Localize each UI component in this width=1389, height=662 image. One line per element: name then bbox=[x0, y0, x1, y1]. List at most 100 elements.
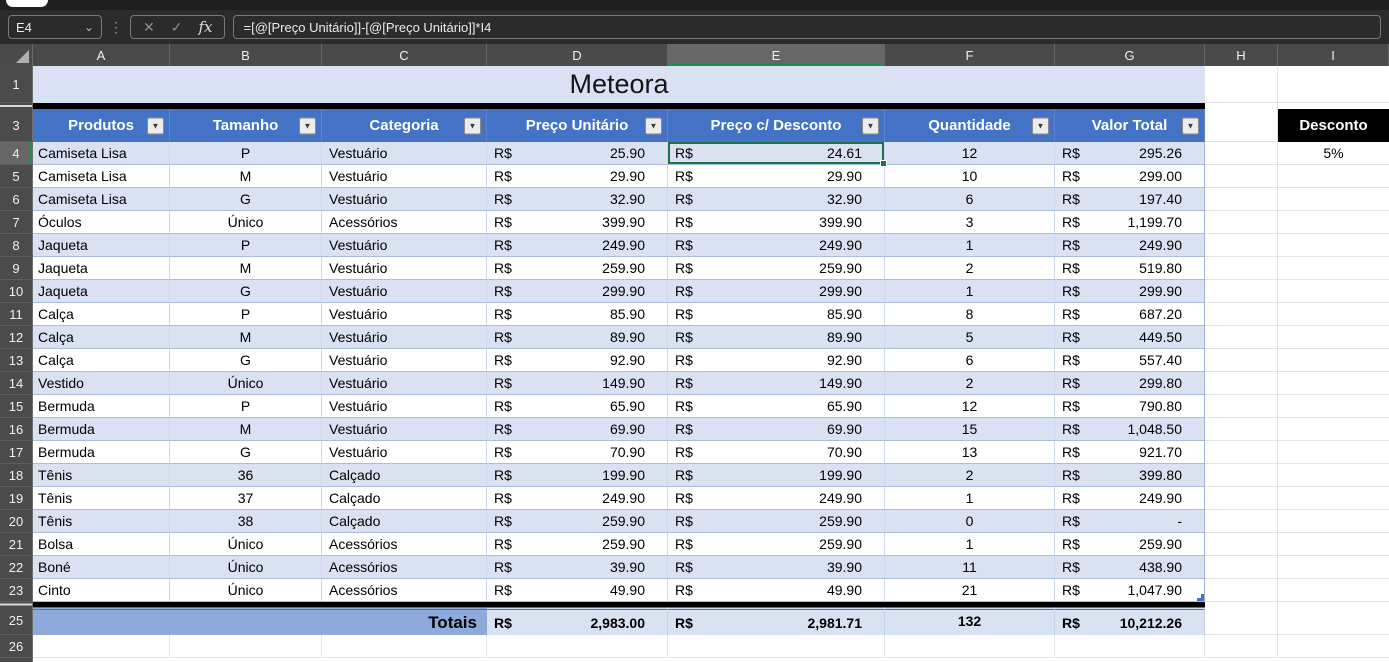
row-header[interactable]: 21 bbox=[0, 533, 33, 556]
cell-valor-total[interactable]: R$ 557.40 bbox=[1055, 349, 1205, 372]
empty-cell-D[interactable] bbox=[487, 635, 668, 658]
cell-col-h[interactable] bbox=[1205, 487, 1278, 510]
cell-col-i[interactable] bbox=[1278, 556, 1389, 579]
table-header-cell[interactable]: Categoria▼ bbox=[322, 109, 487, 142]
filter-button[interactable]: ▼ bbox=[645, 117, 662, 134]
cell-categoria[interactable]: Acessórios bbox=[322, 211, 487, 234]
cell-tamanho[interactable]: M bbox=[170, 257, 322, 280]
column-header-F[interactable]: F bbox=[885, 44, 1055, 66]
cell-produto[interactable]: Bermuda bbox=[33, 418, 170, 441]
cell-preco-desconto[interactable]: R$ 299.90 bbox=[668, 280, 885, 303]
cell-produto[interactable]: Calça bbox=[33, 326, 170, 349]
cell-tamanho[interactable]: P bbox=[170, 234, 322, 257]
row-header[interactable]: 15 bbox=[0, 395, 33, 418]
cell-quantidade[interactable]: 2 bbox=[885, 372, 1055, 395]
table-header-cell[interactable]: Valor Total▼ bbox=[1055, 109, 1205, 142]
cell-tamanho[interactable]: P bbox=[170, 142, 322, 165]
cell-quantidade[interactable]: 1 bbox=[885, 280, 1055, 303]
filter-button[interactable]: ▼ bbox=[1032, 117, 1049, 134]
cell-valor-total[interactable]: R$ 197.40 bbox=[1055, 188, 1205, 211]
cell-valor-total[interactable]: R$ 399.80 bbox=[1055, 464, 1205, 487]
cell-col-i[interactable] bbox=[1278, 441, 1389, 464]
cell-preco-desconto[interactable]: R$ 29.90 bbox=[668, 165, 885, 188]
row-header[interactable]: 10 bbox=[0, 280, 33, 303]
row-header-3[interactable]: 3 bbox=[0, 109, 33, 142]
table-header-cell[interactable]: Tamanho▼ bbox=[170, 109, 322, 142]
formula-input[interactable]: =[@[Preço Unitário]]-[@[Preço Unitário]]… bbox=[233, 15, 1381, 39]
cell-tamanho[interactable]: Único bbox=[170, 556, 322, 579]
cell-produto[interactable]: Cinto bbox=[33, 579, 170, 602]
cell-preco-desconto[interactable]: R$ 259.90 bbox=[668, 533, 885, 556]
cell-valor-total[interactable]: R$ 438.90 bbox=[1055, 556, 1205, 579]
cell-preco-unitario[interactable]: R$ 259.90 bbox=[487, 257, 668, 280]
cell-categoria[interactable]: Vestuário bbox=[322, 441, 487, 464]
cell-col-i[interactable] bbox=[1278, 418, 1389, 441]
cell-valor-total[interactable]: R$ - bbox=[1055, 510, 1205, 533]
cell-valor-total[interactable]: R$ 687.20 bbox=[1055, 303, 1205, 326]
cell-col-h[interactable] bbox=[1205, 533, 1278, 556]
empty-cell-F[interactable] bbox=[885, 635, 1055, 658]
cell-col-i[interactable] bbox=[1278, 349, 1389, 372]
cell-produto[interactable]: Bolsa bbox=[33, 533, 170, 556]
cell-valor-total[interactable]: R$ 1,048.50 bbox=[1055, 418, 1205, 441]
cell-I1[interactable] bbox=[1278, 66, 1389, 103]
cell-tamanho[interactable]: Único bbox=[170, 579, 322, 602]
cell-tamanho[interactable]: Único bbox=[170, 533, 322, 556]
cell-categoria[interactable]: Calçado bbox=[322, 487, 487, 510]
cell-preco-unitario[interactable]: R$ 39.90 bbox=[487, 556, 668, 579]
cell-col-h[interactable] bbox=[1205, 510, 1278, 533]
column-header-D[interactable]: D bbox=[487, 44, 668, 66]
cell-quantidade[interactable]: 1 bbox=[885, 234, 1055, 257]
cell-col-h[interactable] bbox=[1205, 280, 1278, 303]
cell-produto[interactable]: Boné bbox=[33, 556, 170, 579]
cell-quantidade[interactable]: 0 bbox=[885, 510, 1055, 533]
column-header-C[interactable]: C bbox=[322, 44, 487, 66]
totals-quantidade-cell[interactable]: 132 bbox=[885, 607, 1055, 635]
cell-tamanho[interactable]: G bbox=[170, 441, 322, 464]
cell-produto[interactable]: Tênis bbox=[33, 510, 170, 533]
fill-handle[interactable] bbox=[880, 160, 887, 167]
cell-col-h[interactable] bbox=[1205, 395, 1278, 418]
cell-categoria[interactable]: Vestuário bbox=[322, 349, 487, 372]
cell-tamanho[interactable]: G bbox=[170, 349, 322, 372]
table-header-cell[interactable]: Produtos▼ bbox=[33, 109, 170, 142]
insert-function-icon[interactable]: fx bbox=[198, 18, 212, 36]
cell-col-i[interactable] bbox=[1278, 510, 1389, 533]
cell-quantidade[interactable]: 8 bbox=[885, 303, 1055, 326]
cell-quantidade[interactable]: 12 bbox=[885, 142, 1055, 165]
cell-preco-unitario[interactable]: R$ 92.90 bbox=[487, 349, 668, 372]
cell-categoria[interactable]: Calçado bbox=[322, 510, 487, 533]
cell-preco-desconto[interactable]: R$ 199.90 bbox=[668, 464, 885, 487]
cell-preco-unitario[interactable]: R$ 85.90 bbox=[487, 303, 668, 326]
table-header-cell[interactable]: Quantidade▼ bbox=[885, 109, 1055, 142]
filter-button[interactable]: ▼ bbox=[147, 117, 164, 134]
row-header[interactable]: 7 bbox=[0, 211, 33, 234]
cell-preco-unitario[interactable]: R$ 29.90 bbox=[487, 165, 668, 188]
cell-preco-desconto[interactable]: R$ 39.90 bbox=[668, 556, 885, 579]
row-header[interactable]: 6 bbox=[0, 188, 33, 211]
cell-produto[interactable]: Jaqueta bbox=[33, 257, 170, 280]
cell-col-h[interactable] bbox=[1205, 211, 1278, 234]
cell-preco-desconto[interactable]: R$ 259.90 bbox=[668, 257, 885, 280]
row-header[interactable]: 8 bbox=[0, 234, 33, 257]
cell-col-i[interactable] bbox=[1278, 326, 1389, 349]
cell-preco-desconto[interactable]: R$ 249.90 bbox=[668, 487, 885, 510]
cell-categoria[interactable]: Vestuário bbox=[322, 418, 487, 441]
cell-preco-desconto[interactable]: R$ 259.90 bbox=[668, 510, 885, 533]
totals-preco-unitario-cell[interactable]: R$ 2,983.00 bbox=[487, 607, 668, 635]
cell-col-i[interactable] bbox=[1278, 257, 1389, 280]
cell-col-h[interactable] bbox=[1205, 556, 1278, 579]
cell-valor-total[interactable]: R$ 249.90 bbox=[1055, 487, 1205, 510]
table-resize-handle[interactable] bbox=[1197, 594, 1204, 601]
row-header[interactable]: 11 bbox=[0, 303, 33, 326]
cell-produto[interactable]: Bermuda bbox=[33, 441, 170, 464]
column-header-H[interactable]: H bbox=[1205, 44, 1278, 66]
empty-cell-G[interactable] bbox=[1055, 635, 1205, 658]
row-header-partial[interactable] bbox=[0, 658, 33, 662]
cell-valor-total[interactable]: R$ 249.90 bbox=[1055, 234, 1205, 257]
cell-preco-unitario[interactable]: R$ 32.90 bbox=[487, 188, 668, 211]
cell-categoria[interactable]: Vestuário bbox=[322, 326, 487, 349]
cell-categoria[interactable]: Acessórios bbox=[322, 579, 487, 602]
cell-preco-desconto[interactable]: R$ 249.90 bbox=[668, 234, 885, 257]
cell-quantidade[interactable]: 5 bbox=[885, 326, 1055, 349]
